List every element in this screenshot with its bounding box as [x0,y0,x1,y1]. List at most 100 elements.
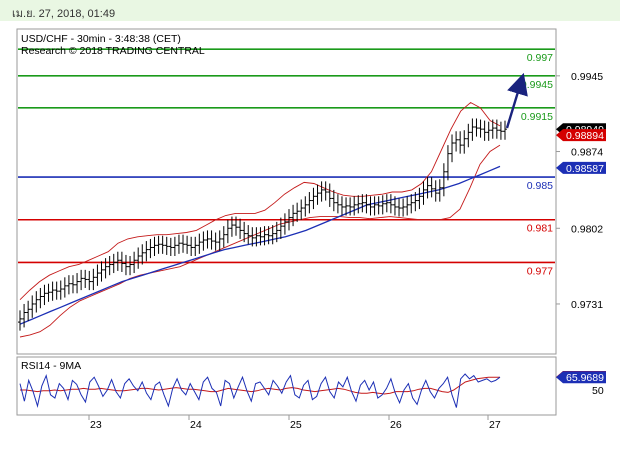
candle-43 [193,236,198,256]
candle-89 [380,195,385,215]
candle-74 [319,181,324,202]
symbol-line: USD/CHF - 30min - 3:48:38 (CET) [21,33,181,45]
level-label-1: 0.9945 [521,79,553,91]
candle-9 [54,281,59,300]
candle-17 [87,270,92,291]
candle-82 [352,196,357,216]
x-tick-label-0: 23 [90,419,102,431]
candle-113 [478,119,483,138]
candle-13 [70,275,75,294]
candle-108 [458,131,463,154]
main-panel-frame [16,28,557,355]
candle-95 [405,196,410,216]
price-badge-2 [556,161,606,174]
candle-19 [95,264,100,286]
levels-layer: 0.997 0.9945 0.9915 0.985 0.981 0.977 [18,48,555,277]
candle-60 [262,226,267,246]
candle-35 [160,235,165,254]
candle-72 [311,187,316,210]
candle-63 [274,221,279,243]
candle-10 [58,280,63,300]
candle-65 [282,213,287,235]
rsi-layer [19,373,501,408]
candle-83 [356,195,361,214]
level-label-0: 0.997 [527,52,553,64]
candle-39 [176,234,181,254]
candle-64 [278,217,283,239]
candle-51 [225,219,230,244]
price-badge-label-1: 0.98894 [566,130,604,142]
candle-12 [66,275,71,295]
candle-31 [144,241,149,262]
candle-118 [498,121,503,140]
x-tick-label-4: 27 [489,419,501,431]
candle-110 [466,123,471,148]
candle-93 [397,198,402,217]
candle-28 [132,251,137,274]
candle-32 [148,238,153,259]
y-tick-label-2: 0.9802 [571,223,603,235]
candle-8 [50,281,55,301]
candle-59 [258,227,263,246]
candle-91 [388,194,393,214]
candle-66 [286,209,291,231]
candle-107 [454,131,459,152]
candle-92 [392,196,397,216]
candle-94 [401,198,406,217]
candle-102 [433,180,438,202]
candle-42 [189,236,194,256]
candle-53 [234,216,239,236]
candle-26 [123,254,128,276]
candle-40 [181,234,186,253]
candle-106 [450,134,455,163]
candle-114 [482,120,487,141]
candle-55 [242,221,247,243]
candle-27 [128,255,133,276]
candle-100 [425,177,430,199]
candle-47 [209,230,214,250]
candle-46 [205,230,210,249]
candle-20 [99,261,104,282]
candle-99 [421,181,426,205]
candle-21 [103,258,108,279]
candle-119 [503,120,507,140]
candle-50 [221,226,226,248]
candle-109 [462,130,467,154]
candle-6 [42,284,47,306]
price-badge-1 [556,129,606,142]
date-time-label: เม.ย. 27, 2018, 01:49 [12,8,116,20]
rsi-panel-label: RSI14 - 9MA [21,360,81,372]
candle-76 [327,183,332,207]
candle-45 [201,231,206,251]
candle-49 [217,230,222,251]
y-tick-label-0: 0.9945 [571,71,603,83]
candle-62 [270,225,275,245]
level-label-3: 0.985 [527,180,553,192]
rsi-panel-frame [16,356,557,416]
ticks-layer: 0.9945 0.9874 0.9802 0.9731 50 23 24 25 26 27 [88,71,604,431]
candle-67 [291,204,296,227]
candle-34 [156,235,161,254]
candle-4 [34,291,39,313]
candle-104 [441,163,446,197]
candle-37 [168,237,173,256]
candle-56 [246,225,251,245]
upper-band-line [19,101,501,301]
candle-38 [172,236,177,256]
candle-44 [197,233,202,254]
candle-5 [38,287,43,309]
x-tick-label-2: 25 [290,419,302,431]
candle-25 [119,251,124,272]
candle-69 [299,199,304,220]
rsi-badge-1 [556,371,606,384]
candle-61 [266,226,271,245]
candle-11 [62,277,67,298]
candle-78 [335,194,340,214]
candle-101 [429,177,434,198]
candle-22 [107,255,112,276]
candle-52 [229,216,234,237]
candle-33 [152,236,157,256]
candle-48 [213,232,218,251]
